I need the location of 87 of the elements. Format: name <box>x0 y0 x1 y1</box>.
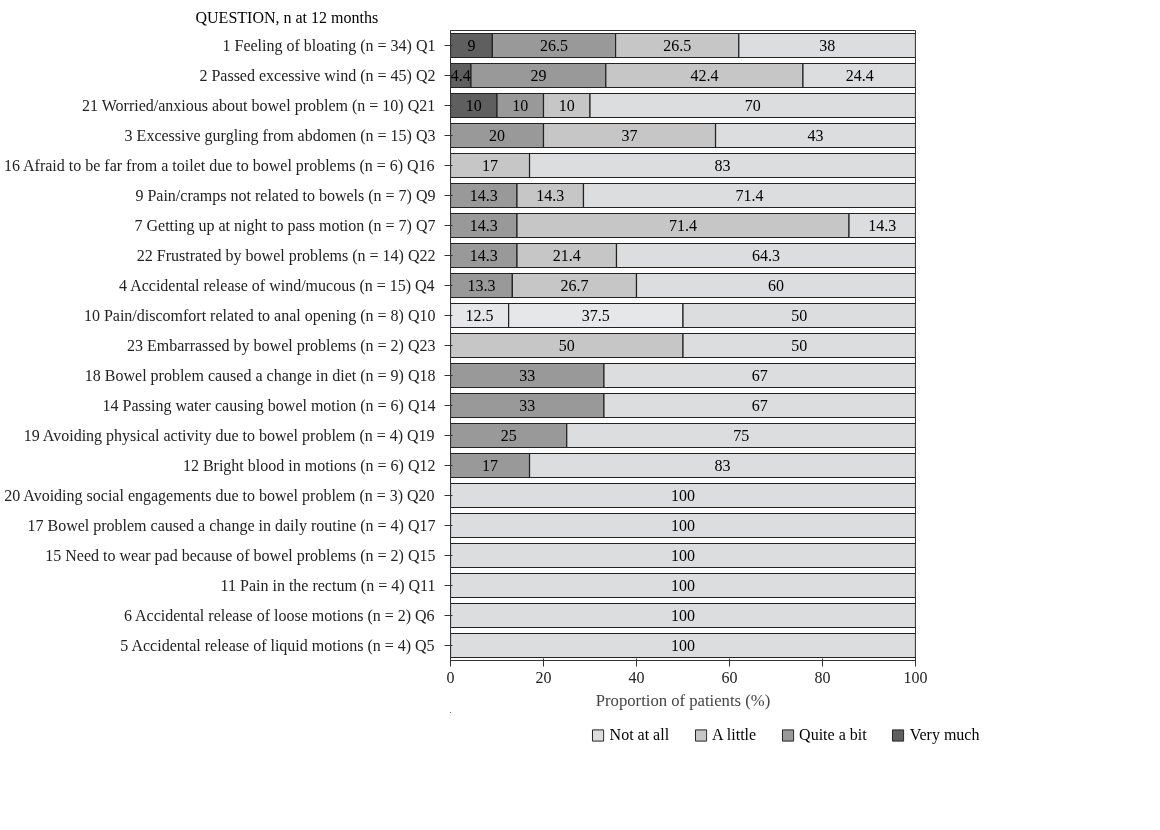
x-tick-label: 40 <box>628 668 645 686</box>
y-tick-label: 17 Bowel problem caused a change in daily routine (n = 4) Q17 <box>27 517 436 535</box>
data-label: 21.4 <box>552 247 581 264</box>
y-tick-label: 5 Accidental release of liquid motions (n = 4) Q5 <box>120 637 435 655</box>
y-tick-label: 21 Worried/anxious about bowel problem (n = 10) Q21 <box>82 97 436 115</box>
y-tick-label: 16 Afraid to be far from a toilet due to bowel problems (n = 6) Q16 <box>3 157 435 175</box>
data-label: 14.3 <box>536 187 565 204</box>
data-label: 10 <box>558 97 575 114</box>
data-label: 17 <box>482 157 499 174</box>
legend-label: Quite a bit <box>799 725 867 744</box>
data-label: 37 <box>621 127 638 144</box>
data-label: 42.4 <box>690 67 719 84</box>
data-label: 100 <box>671 577 695 594</box>
data-label: 33 <box>519 367 536 384</box>
data-label: 25 <box>500 427 517 444</box>
data-label: 100 <box>671 607 695 624</box>
x-tick-label: 100 <box>903 668 928 686</box>
y-tick-label: 12 Bright blood in motions (n = 6) Q12 <box>182 457 436 475</box>
data-label: 14.3 <box>469 247 498 264</box>
y-tick-label: 2 Passed excessive wind (n = 45) Q2 <box>199 67 436 85</box>
data-label: 64.3 <box>752 247 780 264</box>
data-label: 13.3 <box>467 277 496 294</box>
bar <box>450 602 916 629</box>
y-tick-label: 11 Pain in the rectum (n = 4) Q11 <box>220 577 436 595</box>
bar <box>450 482 916 509</box>
bar <box>450 542 916 569</box>
data-label: 43 <box>807 127 824 144</box>
data-label: 14.3 <box>868 217 897 234</box>
data-label: 83 <box>714 457 731 474</box>
legend-label: Very much <box>909 725 980 744</box>
y-tick-label: 7 Getting up at night to pass motion (n = 7) Q7 <box>134 217 436 235</box>
data-label: 9 <box>467 37 476 54</box>
data-label: 24.4 <box>845 67 874 84</box>
data-label: 14.3 <box>469 217 498 234</box>
y-tick-label: 1 Feeling of bloating (n = 34) Q1 <box>222 37 436 55</box>
data-label: 100 <box>671 637 695 654</box>
data-label: 71.4 <box>735 187 764 204</box>
y-tick-label: 22 Frustrated by bowel problems (n = 14) Q22 <box>136 247 436 265</box>
bar <box>450 632 916 659</box>
y-tick-label: 6 Accidental release of loose motions (n = 2) Q6 <box>123 607 435 625</box>
y-tick-label: 14 Passing water causing bowel motion (n = 6) Q14 <box>102 397 436 415</box>
y-tick-label: 23 Embarrassed by bowel problems (n = 2) Q23 <box>126 337 436 355</box>
x-tick-label: 0 <box>446 668 455 686</box>
data-label: 50 <box>791 337 808 354</box>
data-label: 14.3 <box>469 187 498 204</box>
bar <box>450 512 916 539</box>
x-tick-label: 80 <box>814 668 831 686</box>
data-label: 29 <box>530 67 547 84</box>
data-label: 10 <box>465 97 482 114</box>
data-label: 38 <box>819 37 836 54</box>
data-label: 50 <box>791 307 808 324</box>
y-tick-label: 18 Bowel problem caused a change in diet (n = 9) Q18 <box>84 367 436 385</box>
y-tick-label: 19 Avoiding physical activity due to bowel problem (n = 4) Q19 <box>23 427 435 445</box>
data-label: 12.5 <box>465 307 494 324</box>
data-label: 50 <box>558 337 575 354</box>
data-label: 100 <box>671 547 695 564</box>
data-label: 26.5 <box>539 37 568 54</box>
legend-label: Not at all <box>609 725 670 744</box>
data-label: 67 <box>751 367 768 384</box>
y-tick-label: 10 Pain/discomfort related to anal opening (n = 8) Q10 <box>83 307 436 325</box>
data-label: 37.5 <box>581 307 610 324</box>
data-label: 60 <box>768 277 784 294</box>
data-label: 10 <box>512 97 529 114</box>
y-tick-label: 9 Pain/cramps not related to bowels (n = 7) Q9 <box>135 187 436 205</box>
data-label: 67 <box>751 397 768 414</box>
bar <box>450 572 916 599</box>
x-axis-title: Proportion of patients (%) <box>595 690 771 710</box>
y-axis-title: QUESTION, n at 12 months <box>195 8 379 26</box>
y-tick-label: 20 Avoiding social engagements due to bowel problem (n = 3) Q20 <box>4 487 435 505</box>
data-label: 33 <box>519 397 536 414</box>
data-label: 70 <box>744 97 761 114</box>
y-tick-label: 15 Need to wear pad because of bowel problems (n = 2) Q15 <box>45 547 436 565</box>
data-label: 100 <box>671 487 695 504</box>
y-tick-label: 3 Excessive gurgling from abdomen (n = 15) Q3 <box>124 127 436 145</box>
data-label: 26.5 <box>663 37 692 54</box>
data-label: 75 <box>733 427 750 444</box>
data-label: 4.4 <box>450 67 471 84</box>
y-tick-label: 4 Accidental release of wind/mucous (n = 15) Q4 <box>119 277 435 295</box>
legend-label: A little <box>712 725 757 744</box>
data-label: 17 <box>482 457 499 474</box>
x-tick-label: 20 <box>535 668 552 686</box>
x-tick-label: 60 <box>721 668 738 686</box>
data-label: 83 <box>714 157 731 174</box>
data-label: 71.4 <box>669 217 697 234</box>
data-label: 100 <box>671 517 695 534</box>
data-label: 20 <box>489 127 505 144</box>
data-label: 26.7 <box>560 277 589 294</box>
